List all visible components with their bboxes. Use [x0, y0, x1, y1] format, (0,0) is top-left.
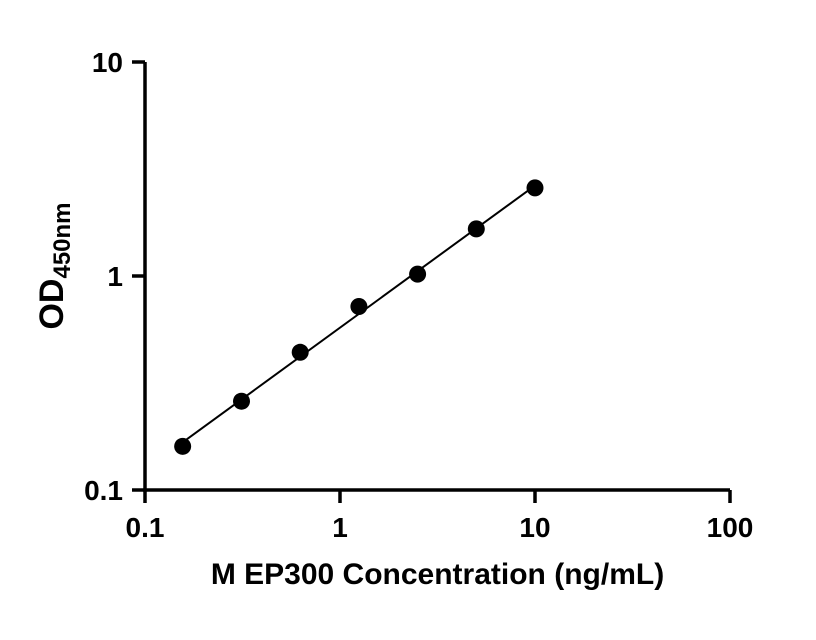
- x-tick-label: 100: [707, 512, 754, 543]
- data-point: [350, 298, 368, 316]
- data-point: [526, 179, 544, 197]
- data-point: [291, 343, 309, 361]
- x-tick-label: 1: [332, 512, 348, 543]
- data-point: [467, 220, 485, 238]
- y-axis-label-subscript: 450nm: [49, 202, 76, 279]
- x-axis-label: M EP300 Concentration (ng/mL): [210, 558, 665, 591]
- y-axis-label-main: OD: [33, 278, 71, 330]
- data-point: [409, 265, 427, 283]
- y-tick-label: 1: [107, 261, 123, 292]
- x-tick-label: 10: [519, 512, 550, 543]
- y-axis-label: OD450nm: [28, 116, 76, 416]
- y-tick-label: 0.1: [84, 475, 123, 506]
- data-point: [174, 437, 192, 455]
- x-tick-label: 0.1: [126, 512, 165, 543]
- y-tick-label: 10: [92, 47, 123, 78]
- data-point: [232, 392, 250, 410]
